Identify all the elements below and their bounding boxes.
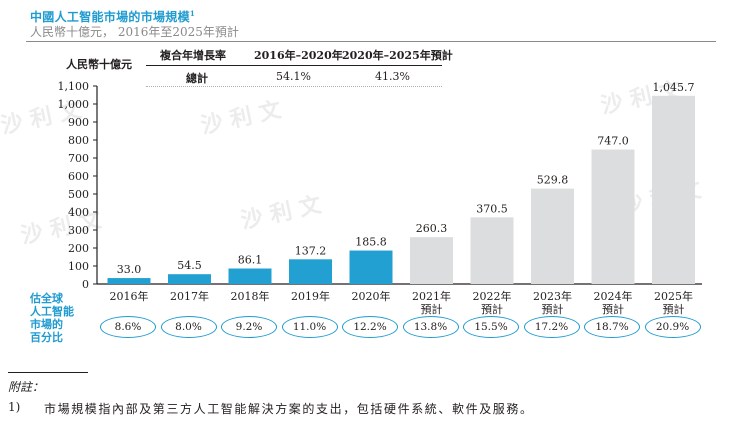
y-tick-label: 1,100 — [58, 80, 90, 93]
y-tick-label: 300 — [68, 224, 89, 237]
bar-forecast — [470, 217, 514, 284]
bar-actual — [107, 278, 151, 284]
share-oval: 18.7% — [584, 316, 640, 338]
y-tick-label: 900 — [68, 116, 89, 129]
cagr-value-1: 54.1% — [276, 70, 311, 83]
cagr-period-2: 2020年–2025年預計 — [342, 49, 453, 62]
share-oval: 8.6% — [100, 316, 156, 338]
cagr-period-1: 2016年–2020年 — [254, 49, 343, 62]
value-label: 33.0 — [117, 263, 142, 276]
bar-forecast — [652, 95, 695, 284]
value-label: 529.8 — [537, 174, 569, 187]
x-tick-label: 2020年 — [352, 289, 391, 303]
y-tick-label: 100 — [68, 260, 89, 273]
share-oval: 15.5% — [463, 316, 519, 338]
y-tick-label: 0 — [82, 278, 89, 291]
cagr-value-2: 41.3% — [375, 70, 410, 83]
x-tick-label: 預計 — [421, 302, 443, 316]
x-tick-label: 2023年 — [533, 289, 572, 303]
y-tick-label: 1,000 — [58, 98, 90, 111]
cagr-dotted-rule — [146, 86, 442, 87]
x-tick-label: 2021年 — [412, 289, 451, 303]
bar-chart: 0 100 200 300 400 500 600 700 800 900 1,000 1,100 3… — [58, 80, 702, 316]
header-divider — [26, 41, 716, 42]
y-tick-label: 200 — [68, 242, 89, 255]
y-tick-label: 600 — [68, 170, 89, 183]
y-axis-unit-label: 人民幣十億元 — [66, 58, 132, 71]
footnote-divider — [8, 372, 88, 373]
y-tick-label: 400 — [68, 206, 89, 219]
share-oval: 13.8% — [402, 316, 459, 338]
chart-title: 中國人工智能市場的市場規模1 — [30, 8, 195, 25]
share-oval: 20.9% — [644, 316, 701, 338]
footnote-number: 1) — [8, 400, 21, 414]
y-tick-label: 800 — [68, 134, 89, 147]
share-oval: 9.2% — [221, 316, 277, 338]
value-labels-group: 33.0 54.5 86.1 137.2 185.8 260.3 370.5 529.8 747… — [117, 81, 695, 276]
cagr-column-header: 複合年增長率 — [160, 49, 226, 62]
bar-forecast — [410, 237, 453, 284]
x-tick-label: 2017年 — [170, 289, 209, 303]
y-tick-label: 500 — [68, 188, 89, 201]
share-label-line: 人工智能 — [30, 305, 74, 318]
value-label: 185.8 — [355, 236, 387, 249]
footnote-heading: 附註： — [8, 380, 45, 394]
x-tick-label: 2024年 — [594, 289, 633, 303]
bar-forecast — [591, 149, 635, 284]
value-label: 86.1 — [238, 254, 263, 267]
bars-group — [107, 95, 695, 284]
share-oval: 11.0% — [281, 316, 338, 338]
cagr-header-rule — [146, 65, 442, 66]
bar-actual — [168, 274, 211, 284]
title-footnote-marker: 1 — [189, 9, 196, 18]
share-oval: 8.0% — [160, 316, 217, 338]
chart-title-text: 中國人工智能市場的市場規模 — [30, 10, 190, 24]
global-share-label: 估全球 人工智能 市場的 百分比 — [30, 292, 80, 344]
x-tick-label: 2016年 — [110, 289, 149, 303]
x-tick-labels-group: 2016年 2017年 2018年 2019年 2020年 2021年預計2022年預計2… — [110, 289, 694, 316]
value-label: 370.5 — [476, 202, 508, 215]
share-label-line: 百分比 — [30, 331, 63, 344]
value-label: 747.0 — [597, 135, 629, 148]
value-label: 260.3 — [416, 222, 448, 235]
footnote-text: 市場規模指內部及第三方人工智能解決方案的支出，包括硬件系統、軟件及服務。 — [44, 402, 534, 416]
share-oval: 17.2% — [523, 316, 580, 338]
bar-actual — [228, 268, 272, 284]
x-tick-label: 2025年 — [654, 289, 693, 303]
y-tick-label: 700 — [68, 152, 89, 165]
x-tick-label: 2018年 — [231, 289, 270, 303]
x-tick-label: 2022年 — [473, 289, 512, 303]
x-tick-label: 2019年 — [291, 289, 330, 303]
value-label: 1,045.7 — [653, 81, 695, 94]
bar-actual — [349, 250, 393, 284]
bar-actual — [289, 259, 332, 284]
x-tick-label: 預計 — [542, 302, 564, 316]
chart-subtitle: 人民幣十億元， 2016年至2025年預計 — [30, 25, 239, 39]
value-label: 137.2 — [295, 244, 327, 257]
x-tick-label: 預計 — [602, 302, 624, 316]
share-label-line: 估全球 — [30, 292, 63, 305]
share-oval: 12.2% — [342, 316, 398, 338]
share-label-line: 市場的 — [30, 318, 63, 331]
value-label: 54.5 — [177, 259, 202, 272]
cagr-row-label: 總計 — [186, 72, 208, 85]
x-tick-label: 預計 — [481, 302, 503, 316]
x-tick-label: 預計 — [663, 302, 685, 316]
bar-forecast — [531, 188, 574, 284]
